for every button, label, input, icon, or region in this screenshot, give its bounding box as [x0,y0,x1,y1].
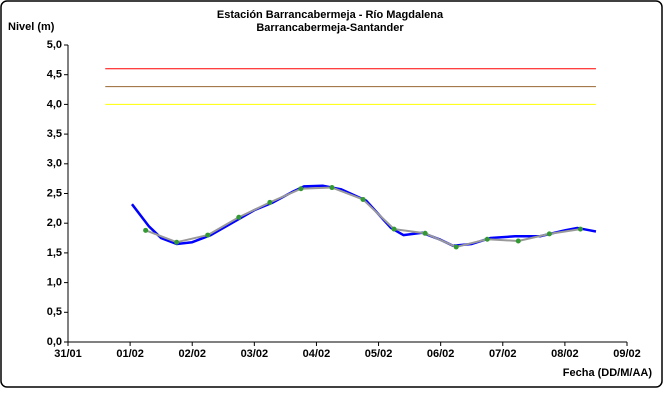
y-axis-label: Nivel (m) [8,21,55,33]
marker [329,185,335,191]
y-tick-label: 0,0 [47,336,62,348]
y-tick-label: 1,5 [47,247,62,259]
x-tick-label: 08/02 [551,348,579,360]
marker [546,231,552,237]
marker [484,236,490,242]
chart-subtitle: Barrancabermeja-Santander [256,22,404,34]
y-tick-label: 3,0 [47,158,62,170]
marker [391,226,397,232]
y-tick-label: 3,5 [47,128,62,140]
marker [298,186,304,192]
y-tick-label: 4,0 [47,98,62,110]
y-tick-label: 2,5 [47,187,62,199]
marker [360,196,366,202]
x-axis-label: Fecha (DD/M/AA) [563,367,653,379]
x-tick-label: 31/01 [54,348,82,360]
x-tick-label: 04/02 [303,348,331,360]
x-tick-label: 07/02 [489,348,517,360]
y-tick-label: 0,5 [47,306,62,318]
x-tick-label: 09/02 [613,348,641,360]
marker [267,199,273,205]
marker [422,230,428,236]
marker [515,238,521,244]
y-tick-label: 1,0 [47,277,62,289]
x-tick-label: 03/02 [241,348,269,360]
marker [453,244,459,250]
chart-title: Estación Barrancabermeja - Río Magdalena [217,9,444,21]
x-tick-label: 02/02 [178,348,206,360]
marker [205,232,211,238]
marker [577,226,583,232]
y-tick-label: 4,5 [47,69,62,81]
y-tick-label: 5,0 [47,39,62,51]
y-tick-label: 2,0 [47,217,62,229]
marker [236,214,242,220]
marker [174,239,180,245]
x-tick-label: 01/02 [116,348,144,360]
marker [143,227,149,233]
series-line [130,184,597,248]
x-tick-label: 05/02 [365,348,393,360]
x-tick-label: 06/02 [427,348,455,360]
